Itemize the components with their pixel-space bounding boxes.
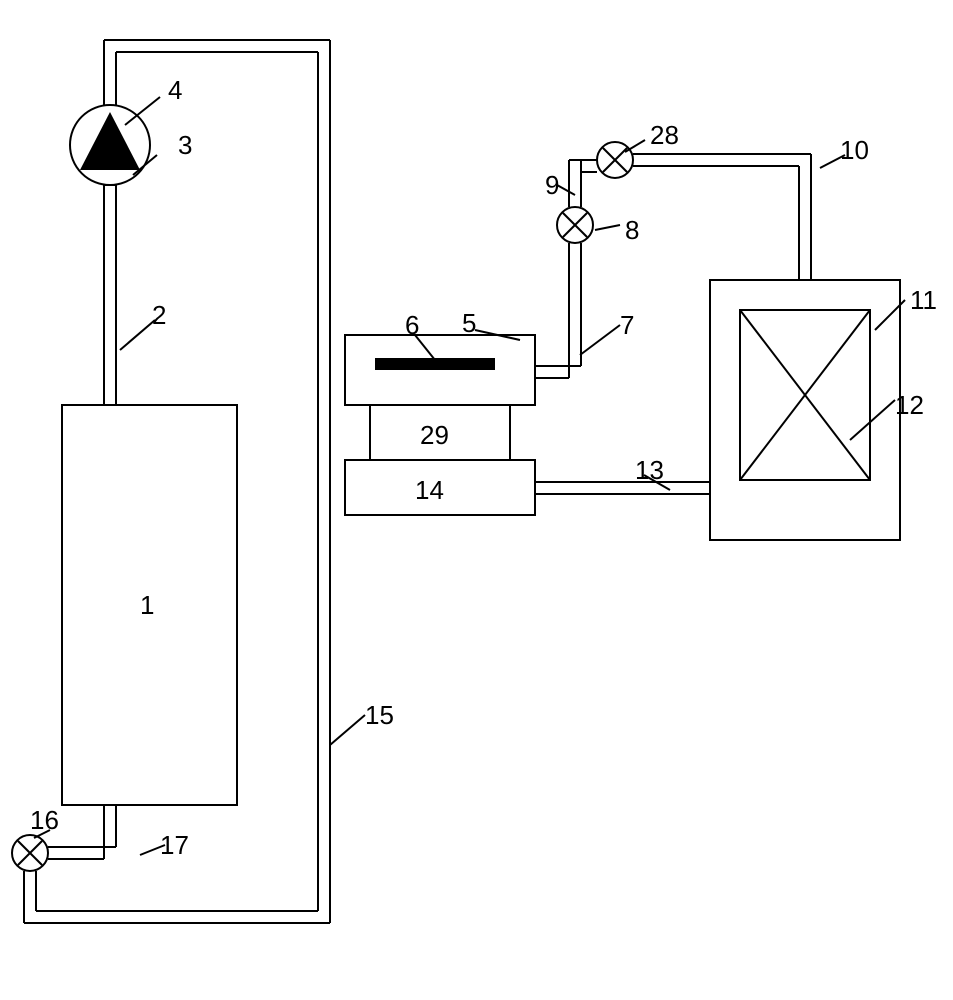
pump-3 — [70, 105, 150, 185]
label-12: 12 — [895, 390, 924, 421]
label-5: 5 — [462, 308, 476, 339]
box-12 — [740, 310, 870, 480]
label-14: 14 — [415, 475, 444, 506]
pipe-7 — [535, 243, 581, 378]
label-8: 8 — [625, 215, 639, 246]
diagram-canvas — [0, 0, 953, 1000]
pipe-2 — [104, 185, 116, 405]
label-28: 28 — [650, 120, 679, 151]
label-13: 13 — [635, 455, 664, 486]
label-15: 15 — [365, 700, 394, 731]
label-2: 2 — [152, 300, 166, 331]
label-16: 16 — [30, 805, 59, 836]
pipe-10 — [633, 154, 811, 280]
label-6: 6 — [405, 310, 419, 341]
valve-8 — [557, 207, 593, 243]
valve-16 — [12, 835, 48, 871]
label-9: 9 — [545, 170, 559, 201]
label-1: 1 — [140, 590, 154, 621]
pipe-15 — [24, 871, 330, 923]
label-4: 4 — [168, 75, 182, 106]
valve-28 — [597, 142, 633, 178]
pipe-9 — [569, 160, 597, 207]
label-17: 17 — [160, 830, 189, 861]
label-10: 10 — [840, 135, 869, 166]
label-29: 29 — [420, 420, 449, 451]
label-3: 3 — [178, 130, 192, 161]
label-11: 11 — [910, 285, 937, 316]
label-7: 7 — [620, 310, 634, 341]
